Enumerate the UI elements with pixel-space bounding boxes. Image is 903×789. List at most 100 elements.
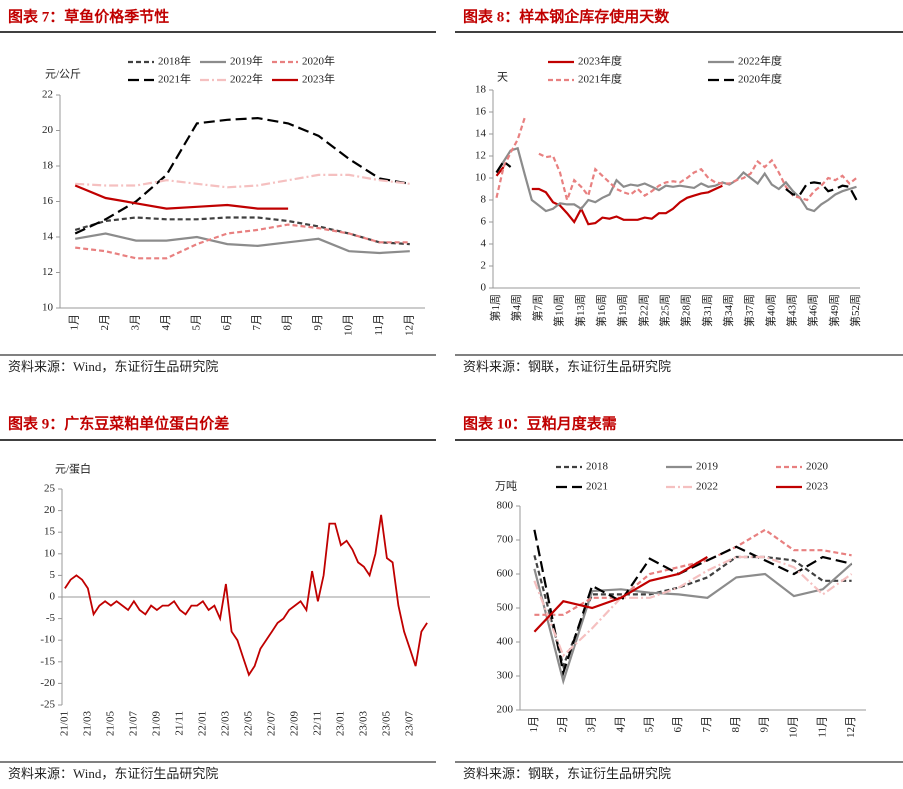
x-tick-label: 6月 <box>672 716 684 733</box>
series-line <box>533 562 853 686</box>
x-tick-label: 第46周 <box>806 294 820 327</box>
series-line <box>74 184 289 210</box>
x-tick-label: 22/01 <box>196 711 208 736</box>
x-tick-label: 第37周 <box>742 294 756 327</box>
x-tick-label: 7月 <box>251 314 263 331</box>
legend-label: 2019年 <box>230 54 263 68</box>
legend-label: 2023年度 <box>578 54 622 68</box>
y-tick-label: 600 <box>497 568 514 580</box>
y-tick-label: -5 <box>46 612 56 624</box>
y-axis-label: 元/蛋白 <box>55 462 91 476</box>
legend-label: 2023 <box>806 481 829 493</box>
x-tick-label: 4月 <box>614 716 626 733</box>
chart-title: 图表 7：草鱼价格季节性 <box>8 7 169 25</box>
series-line <box>495 146 857 213</box>
x-tick-label: 2月 <box>557 716 569 733</box>
series-line <box>75 173 410 189</box>
x-tick-label: 23/07 <box>403 711 415 737</box>
x-tick-label: 3月 <box>586 716 598 733</box>
x-tick-label: 21/03 <box>81 711 93 737</box>
x-tick-label: 22/07 <box>265 711 277 737</box>
legend-label: 2020年 <box>302 54 335 68</box>
series-line <box>495 159 858 201</box>
y-axis-label: 万吨 <box>495 480 517 493</box>
x-tick-label: 8月 <box>282 314 294 331</box>
x-tick-label: 22/05 <box>242 711 254 737</box>
y-tick-label: -15 <box>40 655 55 667</box>
y-axis-label: 天 <box>497 72 508 84</box>
y-tick-label: -10 <box>40 634 55 646</box>
series-line <box>495 117 858 204</box>
legend-label: 2018 <box>586 461 609 473</box>
x-tick-label: 11月 <box>816 716 828 738</box>
y-tick-label: 10 <box>44 547 56 559</box>
x-tick-label: 1月 <box>528 716 540 733</box>
y-tick-label: 14 <box>42 231 54 243</box>
y-tick-label: 5 <box>50 569 56 581</box>
y-tick-label: 18 <box>42 160 54 172</box>
x-tick-label: 10月 <box>342 314 354 336</box>
x-tick-label: 22/11 <box>311 711 323 736</box>
y-tick-label: -25 <box>40 699 55 711</box>
legend-label: 2022年度 <box>738 54 782 68</box>
x-tick-label: 第28周 <box>679 294 693 327</box>
legend-label: 2022 <box>696 481 718 493</box>
x-tick-label: 第52周 <box>848 294 862 327</box>
x-tick-label: 5月 <box>190 314 202 331</box>
legend-label: 2021 <box>586 481 608 493</box>
x-tick-label: 第4周 <box>509 294 523 322</box>
series-line <box>74 116 410 235</box>
legend-label: 2021年 <box>158 72 191 86</box>
chart-title: 图表 8：样本钢企库存使用天数 <box>463 7 670 25</box>
y-tick-label: 20 <box>44 504 56 516</box>
x-tick-label: 8月 <box>730 716 742 733</box>
series-line <box>74 216 410 246</box>
x-tick-label: 21/01 <box>58 711 70 736</box>
y-tick-label: 6 <box>481 216 487 228</box>
x-tick-label: 10月 <box>787 716 799 738</box>
x-tick-label: 21/11 <box>173 711 185 736</box>
y-tick-label: 400 <box>497 636 514 648</box>
y-tick-label: 12 <box>475 150 486 162</box>
x-tick-label: 23/05 <box>380 711 392 737</box>
legend-label: 2020年度 <box>738 72 782 86</box>
series-line <box>75 223 410 260</box>
x-tick-label: 2月 <box>99 314 111 331</box>
legend-label: 2019 <box>696 461 719 473</box>
x-tick-label: 第7周 <box>530 294 544 322</box>
series-line <box>495 166 723 226</box>
y-axis-label: 元/公斤 <box>45 68 81 81</box>
x-tick-label: 第49周 <box>827 294 841 327</box>
legend-label: 2020 <box>806 461 829 473</box>
series-line <box>64 514 428 677</box>
x-tick-label: 12月 <box>845 716 857 738</box>
source: 资料来源：Wind，东证衍生品研究院 <box>8 359 218 374</box>
x-tick-label: 第40周 <box>763 294 777 327</box>
y-tick-label: 300 <box>497 670 514 682</box>
y-tick-label: 10 <box>42 302 54 314</box>
x-tick-label: 第13周 <box>573 294 587 327</box>
y-tick-label: 25 <box>44 483 56 495</box>
y-tick-label: 0 <box>481 282 487 294</box>
x-tick-label: 第34周 <box>721 294 735 327</box>
series-line <box>534 528 852 616</box>
source: 资料来源：Wind，东证衍生品研究院 <box>8 766 218 781</box>
x-tick-label: 第10周 <box>552 294 566 327</box>
x-tick-label: 第1周 <box>488 294 502 322</box>
x-tick-label: 第25周 <box>657 294 671 327</box>
x-tick-label: 4月 <box>160 314 172 331</box>
source: 资料来源：钢联，东证衍生品研究院 <box>463 766 671 781</box>
x-tick-label: 第43周 <box>784 294 798 327</box>
x-tick-label: 12月 <box>403 314 415 336</box>
legend-label: 2023年 <box>302 72 335 86</box>
chart-title: 图表 10：豆粕月度表需 <box>463 414 617 432</box>
series-line <box>533 555 853 658</box>
y-tick-label: 500 <box>497 602 514 614</box>
y-tick-label: 20 <box>42 124 54 136</box>
x-tick-label: 6月 <box>221 314 233 331</box>
y-tick-label: 8 <box>481 194 487 206</box>
x-tick-label: 5月 <box>643 716 655 733</box>
x-tick-label: 第16周 <box>594 294 608 327</box>
y-tick-label: 22 <box>42 89 53 101</box>
